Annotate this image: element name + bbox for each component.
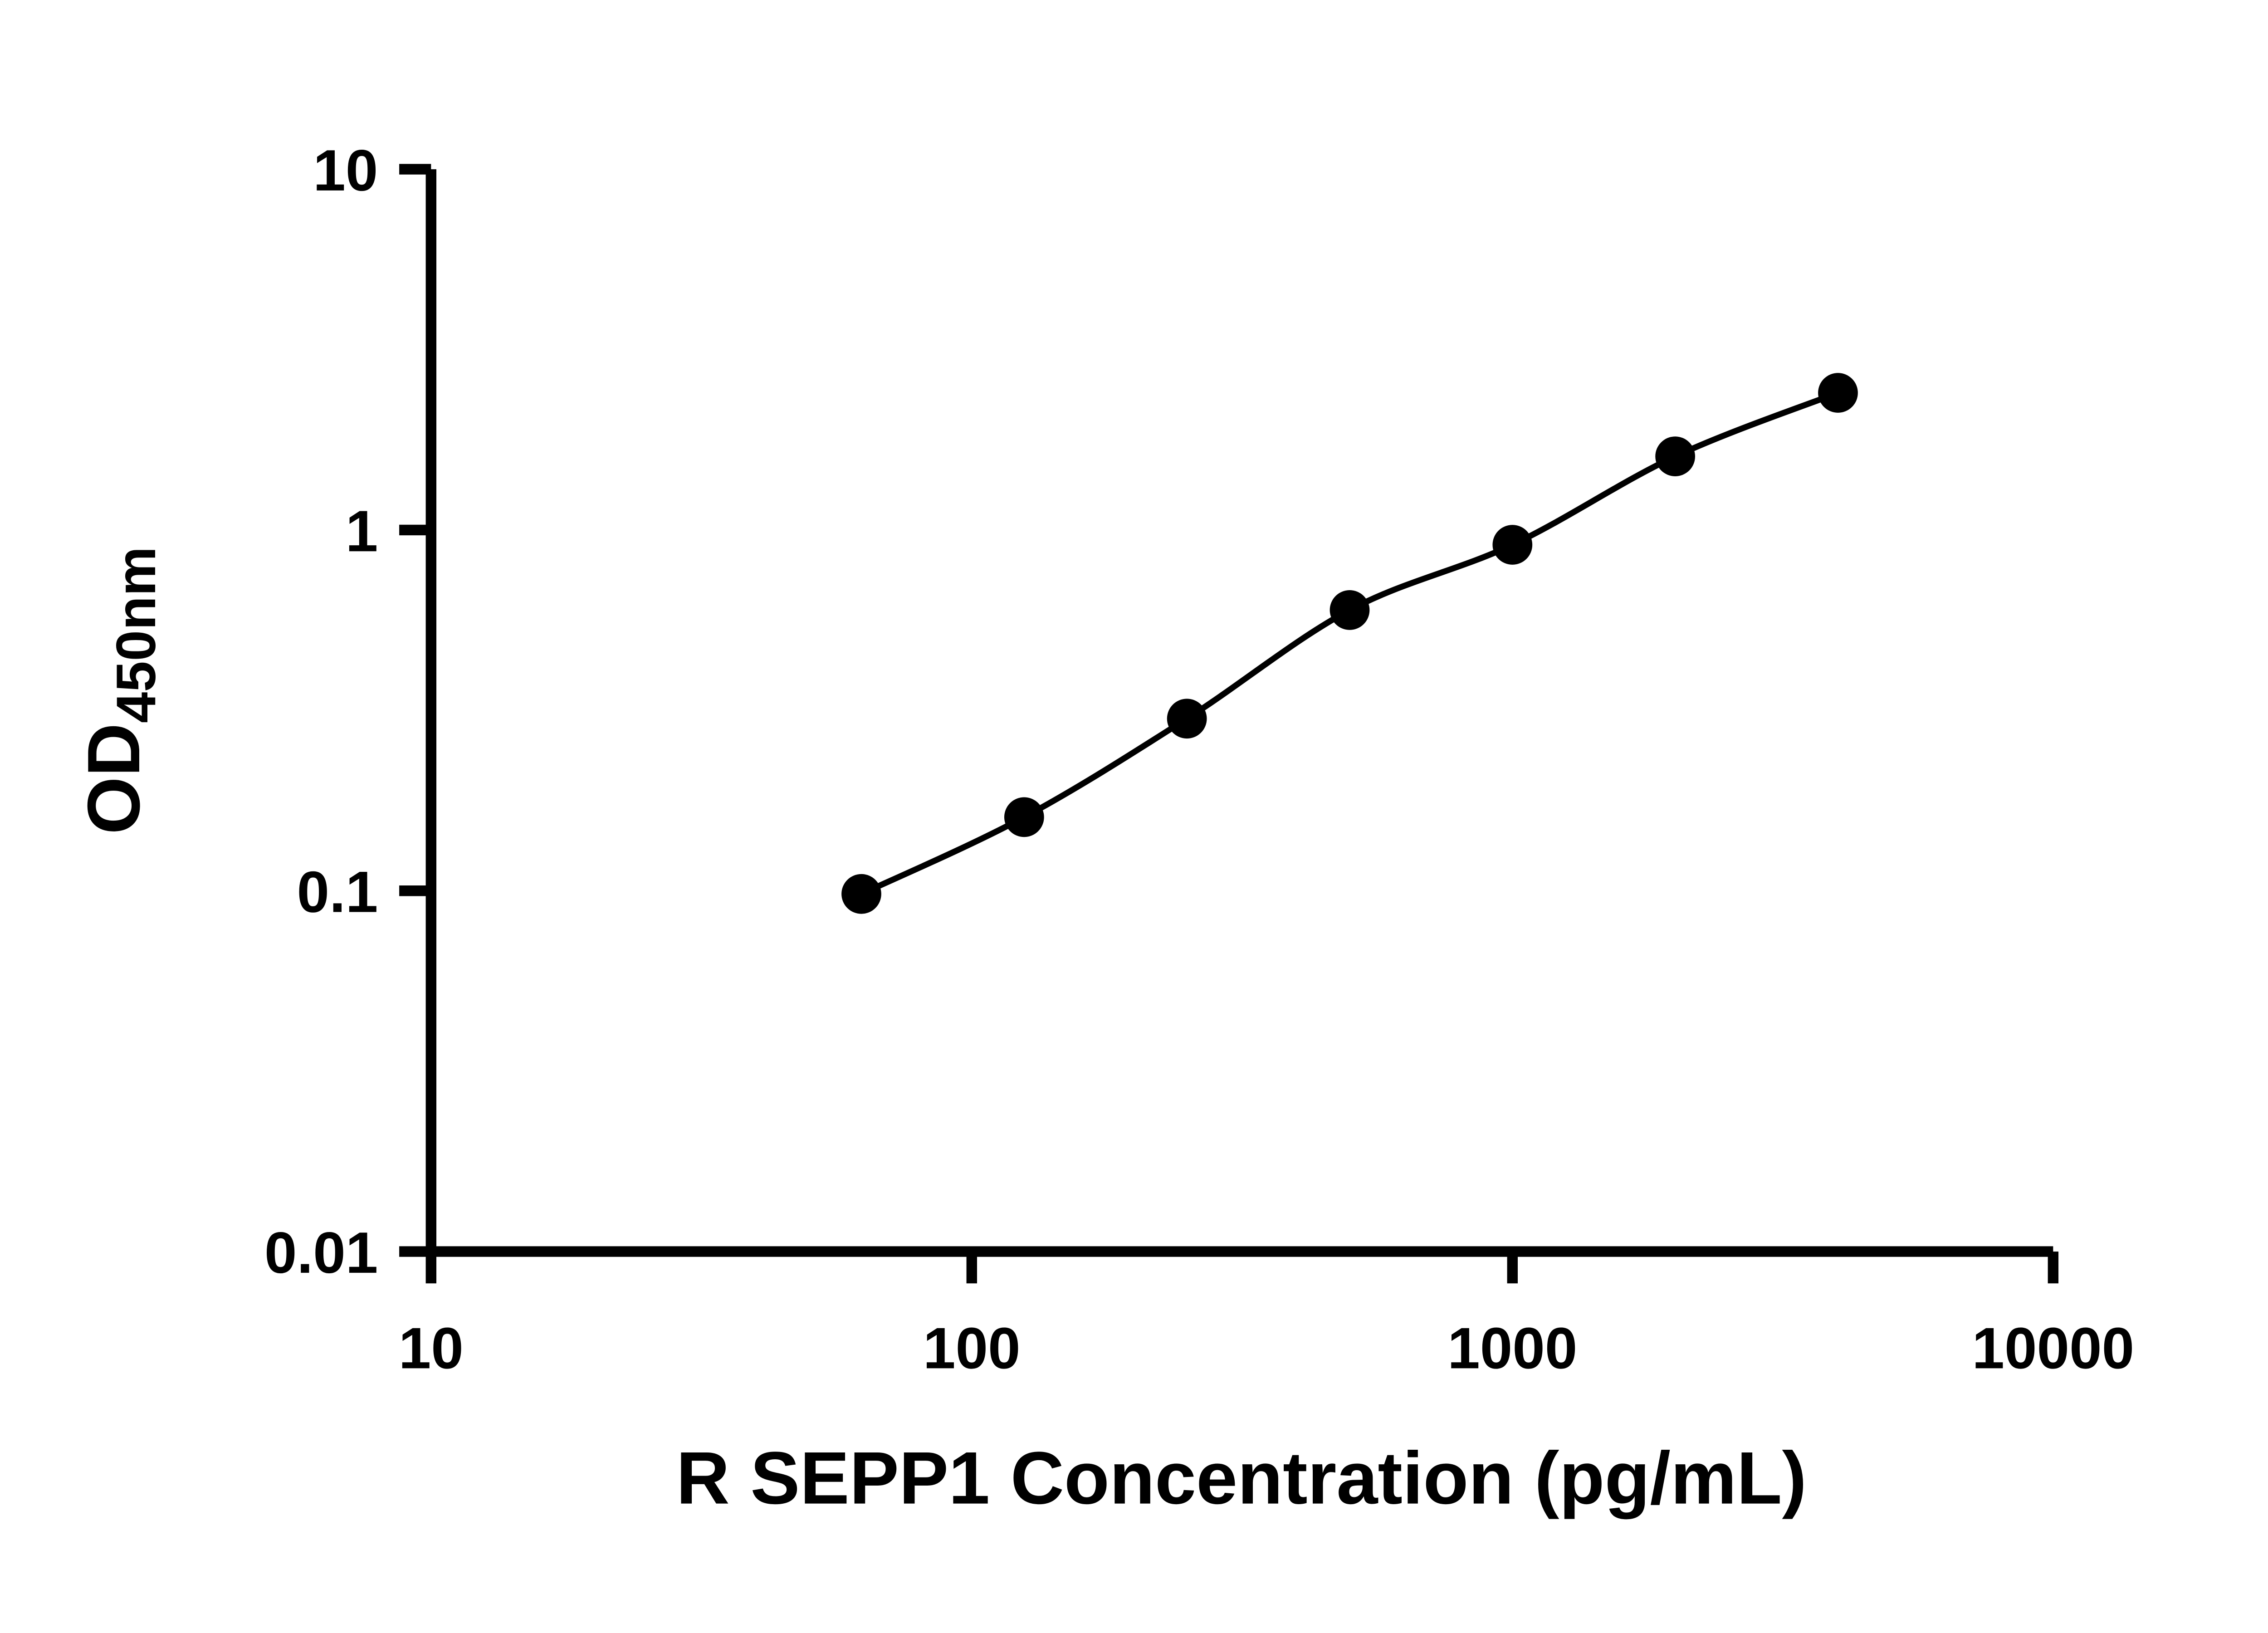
plot-area: 10 1 0.1 0.01 10 100 1000 10000: [264, 138, 2134, 1381]
y-axis-tick-label: 1: [346, 499, 378, 564]
data-point: [1655, 436, 1695, 476]
data-point: [1818, 373, 1858, 413]
x-axis-tick-label: 100: [923, 1316, 1021, 1381]
y-axis-title-main: OD: [72, 723, 155, 835]
x-axis-tick-label: 10000: [1972, 1316, 2134, 1381]
y-axis-tick-label: 0.01: [264, 1221, 378, 1286]
data-point: [1492, 525, 1533, 565]
x-axis-tick-label: 10: [399, 1316, 464, 1381]
y-axis-tick-label: 10: [313, 138, 378, 203]
data-point: [1330, 590, 1370, 630]
data-point: [841, 874, 881, 914]
y-axis-title: OD450nm: [72, 547, 167, 835]
data-point: [1004, 797, 1044, 837]
data-point: [1167, 699, 1207, 739]
axes-lines: [425, 169, 2053, 1257]
y-axis-tick-label: 0.1: [297, 860, 378, 925]
x-axis-title: R SEPP1 Concentration (pg/mL): [676, 1437, 1807, 1520]
y-axis-title-subscript: 450nm: [105, 547, 167, 723]
x-axis-tick-label: 1000: [1447, 1316, 1577, 1381]
